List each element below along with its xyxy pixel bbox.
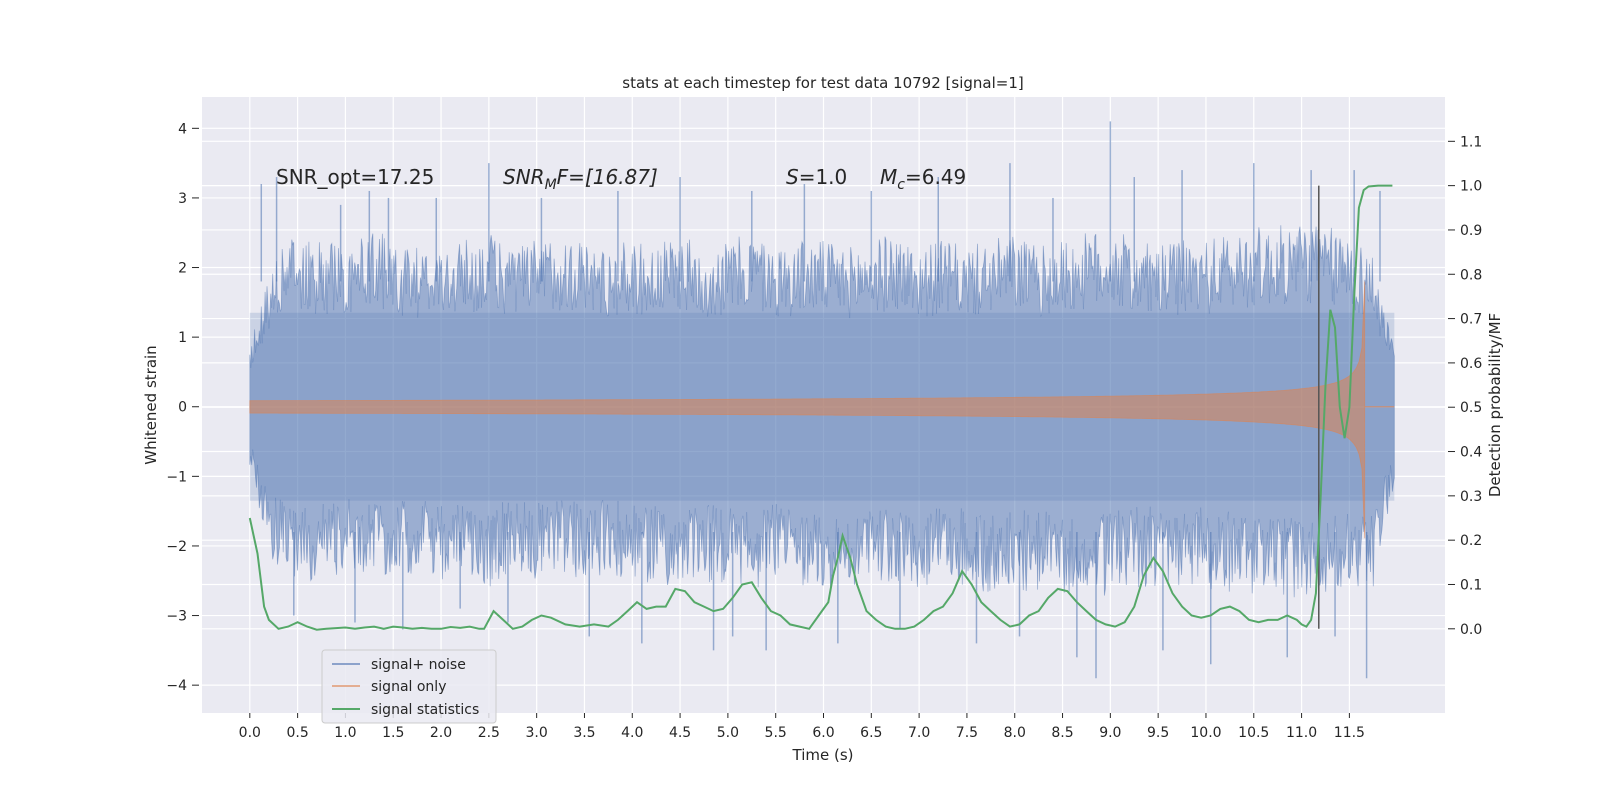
annotation-snr-mf-sub: M — [545, 177, 557, 193]
x-tick-label-16: 8.0 — [1004, 725, 1026, 741]
annotation-s: S=1.0 — [786, 165, 847, 189]
y2-tick-label-3: 0.8 — [1460, 267, 1482, 283]
y2-tick-label-11: 0.0 — [1460, 622, 1482, 638]
y-axis-ticks: 4 3 2 1 0 −1 −2 −3 −4 — [166, 121, 199, 694]
stat-layer — [248, 184, 1393, 631]
annotation-s-rest: =1.0 — [799, 165, 848, 189]
y-axis-label: Whitened strain — [142, 345, 160, 464]
x-tick-label-7: 3.5 — [573, 725, 595, 741]
y2-tick-label-2: 0.9 — [1460, 223, 1482, 239]
y2-tick-label-0: 1.1 — [1460, 134, 1482, 150]
legend-label-signal-statistics: signal statistics — [371, 702, 479, 718]
y-tick-label-5: −1 — [166, 469, 187, 485]
signal-chirp — [249, 281, 1366, 539]
x-tick-label-4: 2.0 — [430, 725, 452, 741]
x-tick-label-3: 1.5 — [382, 725, 404, 741]
x-tick-label-11: 5.5 — [765, 725, 787, 741]
x-tick-label-1: 0.5 — [286, 725, 308, 741]
x-tick-label-9: 4.5 — [669, 725, 691, 741]
y2-tick-label-4: 0.7 — [1460, 312, 1482, 328]
legend-label-signal-noise: signal+ noise — [371, 657, 466, 673]
y2-tick-label-1: 1.0 — [1460, 179, 1482, 195]
y-tick-label-6: −2 — [166, 539, 187, 555]
x-tick-label-19: 9.5 — [1147, 725, 1169, 741]
annotation-mc-sub: c — [897, 177, 905, 193]
annotation-snr-opt: SNR_opt=17.25 — [276, 165, 434, 189]
annotation-s-main: S — [786, 165, 799, 189]
x-tick-label-13: 6.5 — [860, 725, 882, 741]
y-tick-label-3: 1 — [178, 330, 187, 346]
y2-tick-label-6: 0.5 — [1460, 400, 1482, 416]
x-tick-label-8: 4.0 — [621, 725, 643, 741]
y2-tick-label-10: 0.1 — [1460, 577, 1482, 593]
annotation-mc-main: M — [880, 165, 897, 189]
chart-title: stats at each timestep for test data 107… — [622, 74, 1023, 92]
y2-axis-ticks: 1.1 1.0 0.9 0.8 0.7 0.6 0.5 0.4 0.3 0.2 0.1 0.0 — [1448, 134, 1482, 638]
x-tick-label-18: 9.0 — [1099, 725, 1121, 741]
legend-box — [321, 649, 497, 724]
y-tick-label-8: −4 — [166, 678, 187, 694]
x-tick-label-15: 7.5 — [956, 725, 978, 741]
signal-layer — [249, 281, 1395, 539]
y-tick-label-0: 4 — [178, 121, 187, 137]
x-tick-label-21: 10.5 — [1238, 725, 1269, 741]
y-tick-label-1: 3 — [178, 191, 187, 207]
y-tick-label-2: 2 — [178, 261, 187, 277]
y2-tick-label-9: 0.2 — [1460, 533, 1482, 549]
y-tick-label-7: −3 — [166, 609, 187, 625]
x-tick-label-20: 10.0 — [1190, 725, 1221, 741]
x-axis-ticks: 0.0 0.5 1.0 1.5 2.0 2.5 3.0 3.5 4.0 4.5 5.0 5.5 6.0 6… — [239, 713, 1365, 741]
annotation-mc: Mc=6.49 — [880, 165, 966, 193]
x-tick-label-10: 5.0 — [717, 725, 739, 741]
y2-axis-label: Detection probability/MF — [1486, 313, 1504, 497]
x-tick-label-22: 11.0 — [1286, 725, 1317, 741]
x-tick-label-5: 2.5 — [478, 725, 500, 741]
y-tick-label-4: 0 — [178, 400, 187, 416]
statistics-line — [248, 184, 1393, 631]
annotation-snr-mf: SNRMF=[16.87] — [503, 165, 658, 193]
y2-tick-label-5: 0.6 — [1460, 356, 1482, 372]
legend: signal+ noise signal only signal statist… — [321, 649, 497, 724]
x-tick-label-2: 1.0 — [334, 725, 356, 741]
annotation-snr-mf-rest: F=[16.87] — [557, 165, 658, 189]
x-tick-label-0: 0.0 — [239, 725, 261, 741]
x-tick-label-12: 6.0 — [812, 725, 834, 741]
x-tick-label-14: 7.0 — [908, 725, 930, 741]
x-tick-label-17: 8.5 — [1051, 725, 1073, 741]
legend-label-signal-only: signal only — [371, 679, 446, 695]
x-axis-label: Time (s) — [792, 746, 854, 764]
x-tick-label-6: 3.0 — [526, 725, 548, 741]
annotation-snr-mf-main: SNR — [503, 165, 545, 189]
x-tick-label-23: 11.5 — [1334, 725, 1365, 741]
y2-tick-label-8: 0.3 — [1460, 489, 1482, 505]
annotation-mc-rest: =6.49 — [905, 165, 966, 189]
y2-tick-label-7: 0.4 — [1460, 445, 1482, 461]
